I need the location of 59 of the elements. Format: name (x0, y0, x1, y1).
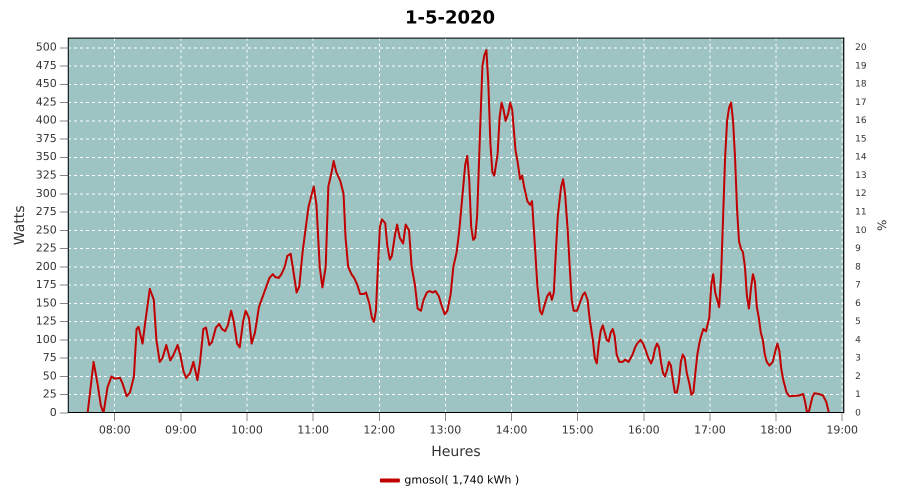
y2-tick-label: 10 (855, 226, 867, 236)
x-tick-label: 13:00 (430, 423, 462, 436)
y-tick-label: 475 (36, 58, 57, 72)
y2-tick-label: 13 (855, 170, 867, 181)
y2-tick-label: 15 (855, 134, 867, 144)
y-tick-label: 25 (42, 388, 57, 401)
y2-tick-label: 1 (855, 390, 861, 400)
y2-tick-label: 14 (855, 152, 867, 163)
y-tick-label: 0 (50, 406, 57, 419)
y2-tick-label: 11 (855, 207, 867, 218)
y-tick-label: 225 (36, 242, 57, 255)
y-tick-label: 425 (36, 95, 57, 108)
y2-tick-label: 16 (855, 116, 867, 126)
y-tick-label: 450 (36, 77, 57, 90)
y-tick-label: 250 (36, 223, 57, 236)
y-tick-label: 150 (36, 296, 57, 310)
y-tick-label: 375 (36, 132, 57, 145)
y2-tick-label: 2 (855, 372, 861, 382)
x-tick-label: 17:00 (694, 423, 726, 436)
legend-label: gmosol( 1,740 kWh ) (404, 473, 520, 486)
x-tick-label: 16:00 (628, 423, 660, 436)
y-tick-label: 325 (36, 168, 57, 182)
y-tick-label: 275 (36, 205, 57, 218)
y-axis-title: Watts (12, 205, 28, 246)
y2-tick-label: 17 (855, 98, 867, 108)
x-tick-label: 18:00 (760, 423, 792, 436)
y2-axis-title: % (874, 220, 889, 232)
x-tick-label: 12:00 (363, 423, 396, 436)
y-tick-label: 100 (36, 332, 57, 346)
y2-tick-label: 0 (855, 408, 862, 418)
x-tick-label: 15:00 (562, 423, 594, 436)
x-tick-label: 14:00 (496, 423, 528, 436)
y2-tick-label: 7 (855, 280, 861, 291)
y-tick-label: 125 (36, 314, 57, 328)
y-tick-label: 50 (42, 369, 57, 382)
y2-tick-label: 18 (855, 80, 867, 90)
y2-tick-label: 12 (855, 189, 867, 200)
y-tick-label: 175 (36, 278, 57, 292)
x-tick-label: 09:00 (165, 423, 197, 436)
y2-tick-label: 19 (855, 61, 867, 72)
y-tick-label: 350 (36, 150, 57, 164)
y2-tick-label: 8 (855, 262, 862, 272)
y2-tick-label: 9 (855, 244, 862, 254)
y-tick-label: 75 (42, 351, 57, 364)
y2-tick-label: 5 (855, 317, 861, 328)
chart-title: 1-5-2020 (404, 7, 496, 28)
x-tick-label: 11:00 (297, 423, 329, 436)
x-tick-label: 10:00 (231, 423, 263, 436)
y-tick-label: 400 (36, 114, 57, 127)
y2-tick-label: 3 (855, 354, 861, 364)
y2-tick-label: 20 (855, 43, 867, 54)
y2-tick-label: 4 (855, 335, 862, 346)
y-tick-label: 200 (36, 260, 57, 273)
x-tick-label: 08:00 (98, 423, 131, 436)
y2-tick-label: 6 (855, 298, 862, 309)
y-tick-label: 300 (36, 186, 57, 200)
x-axis-title: Heures (431, 444, 481, 460)
y-tick-label: 500 (36, 40, 57, 54)
x-tick-label: 19:00 (826, 423, 858, 436)
